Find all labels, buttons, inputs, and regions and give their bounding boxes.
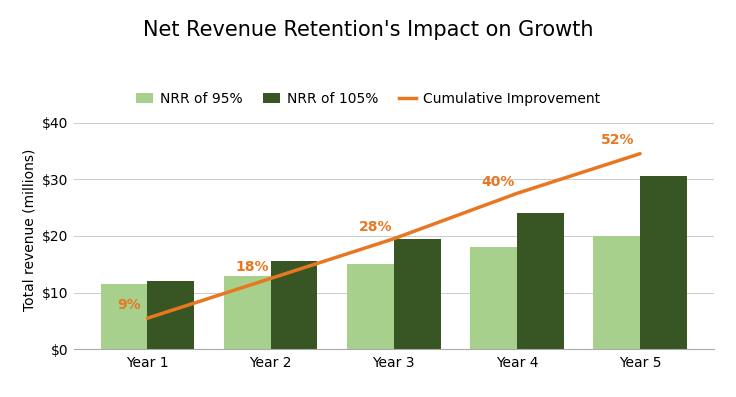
Text: 40%: 40% — [482, 175, 515, 189]
Cumulative Improvement — [266, 276, 275, 281]
Bar — [347, 264, 394, 349]
Text: 18%: 18% — [236, 260, 269, 274]
Text: 9%: 9% — [117, 299, 141, 312]
Y-axis label: Total revenue (millions): Total revenue (millions) — [23, 149, 37, 312]
Bar — [640, 176, 687, 349]
Bar — [101, 284, 147, 349]
Cumulative Improvement — [512, 191, 521, 196]
Cumulative Improvement — [143, 316, 152, 320]
Line: Cumulative Improvement: Cumulative Improvement — [147, 154, 640, 318]
Legend: NRR of 95%, NRR of 105%, Cumulative Improvement: NRR of 95%, NRR of 105%, Cumulative Impr… — [130, 86, 606, 112]
Cumulative Improvement — [636, 151, 645, 156]
Bar — [224, 276, 271, 349]
Text: 28%: 28% — [358, 220, 392, 234]
Bar — [394, 239, 441, 349]
Bar — [147, 281, 194, 349]
Text: 52%: 52% — [601, 133, 634, 147]
Cumulative Improvement — [389, 236, 398, 241]
Bar — [517, 213, 564, 349]
Bar — [271, 262, 317, 349]
Bar — [470, 247, 517, 349]
Bar — [593, 236, 640, 349]
Text: Net Revenue Retention's Impact on Growth: Net Revenue Retention's Impact on Growth — [143, 20, 593, 40]
